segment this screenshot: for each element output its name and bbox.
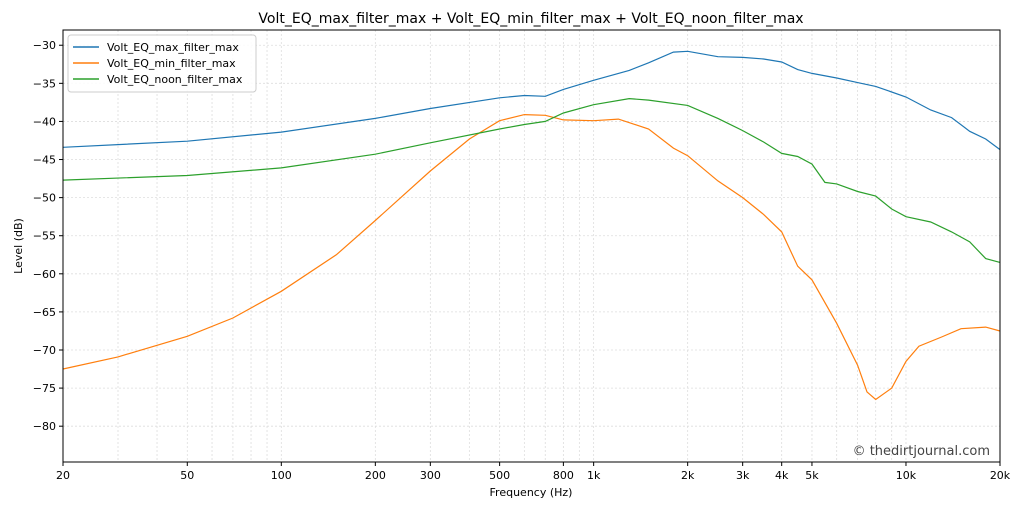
x-tick-label: 300	[420, 469, 441, 482]
y-tick-label: −55	[33, 230, 56, 243]
y-tick-label: −50	[33, 192, 56, 205]
legend: Volt_EQ_max_filter_max Volt_EQ_min_filter…	[67, 34, 257, 93]
watermark: © thedirtjournal.com	[853, 444, 990, 459]
x-tick-label: 20k	[990, 469, 1011, 482]
x-tick-label: 50	[180, 469, 194, 482]
series-line-Volt_EQ_noon_filter_max	[62, 97, 1001, 263]
series-line-Volt_EQ_min_filter_max	[62, 113, 1001, 401]
y-tick-label: −40	[33, 115, 56, 128]
legend-label: Volt_EQ_noon_filter_max	[107, 73, 243, 86]
plot-frame	[62, 29, 1001, 463]
x-tick-label: 1k	[587, 469, 601, 482]
x-tick-label: 100	[271, 469, 292, 482]
x-tick-label: 2k	[681, 469, 695, 482]
series-line-Volt_EQ_max_filter_max	[62, 50, 1001, 151]
x-axis-label: Frequency (Hz)	[490, 486, 573, 499]
y-tick-label: −35	[33, 77, 56, 90]
x-tick-label: 500	[489, 469, 510, 482]
x-tick-label: 4k	[775, 469, 789, 482]
y-axis-label: Level (dB)	[12, 218, 25, 274]
y-tick-label: −70	[33, 344, 56, 357]
x-tick-label: 5k	[805, 469, 819, 482]
y-tick-label: −30	[33, 39, 56, 52]
y-tick-label: −45	[33, 154, 56, 167]
y-tick-label: −80	[33, 420, 56, 433]
x-tick-label: 200	[365, 469, 386, 482]
chart-title: Volt_EQ_max_filter_max + Volt_EQ_min_fil…	[258, 11, 803, 27]
x-tick-label: 20	[56, 469, 70, 482]
y-tick-label: −60	[33, 268, 56, 281]
y-tick-label: −75	[33, 382, 56, 395]
legend-label: Volt_EQ_min_filter_max	[107, 57, 236, 70]
legend-label: Volt_EQ_max_filter_max	[107, 41, 239, 54]
x-tick-label: 3k	[736, 469, 750, 482]
x-tick-label: 10k	[896, 469, 917, 482]
y-tick-label: −65	[33, 306, 56, 319]
x-tick-label: 800	[553, 469, 574, 482]
